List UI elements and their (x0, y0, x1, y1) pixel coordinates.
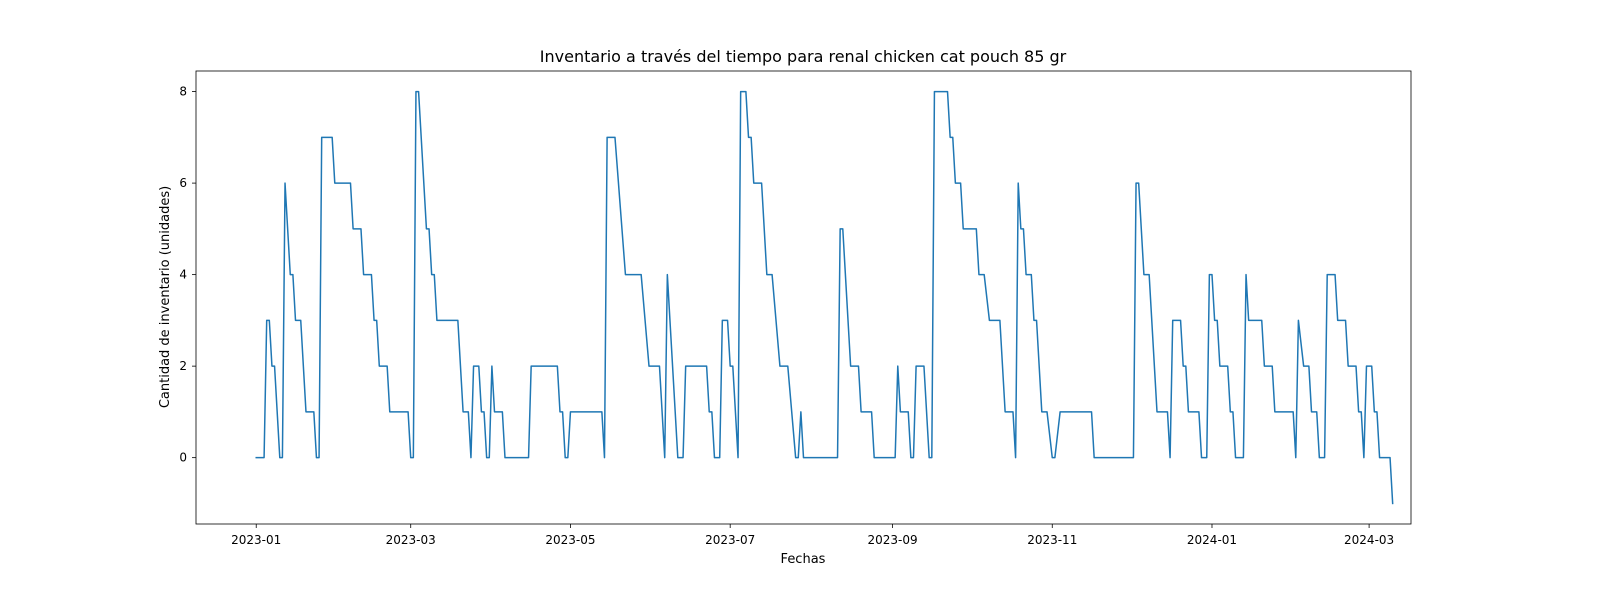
x-tick-label: 2023-07 (705, 533, 755, 547)
axes-frame (195, 70, 1412, 525)
x-tick-label: 2023-03 (386, 533, 436, 547)
x-tick-label: 2023-01 (231, 533, 281, 547)
y-axis-label: Cantidad de inventario (unidades) (158, 186, 173, 408)
x-tick-label: 2023-09 (867, 533, 917, 547)
plot-area: 2023-01 2023-03 2023-05 2023-07 2023-09 2023-… (179, 70, 1412, 547)
y-tick-label: 6 (179, 176, 187, 190)
x-tick-label: 2024-03 (1344, 533, 1394, 547)
x-axis-label: Fechas (781, 552, 826, 567)
y-tick-label: 4 (179, 268, 187, 282)
y-tick-label: 0 (179, 451, 187, 465)
y-tick-label: 2 (179, 359, 187, 373)
x-tick-label: 2024-01 (1187, 533, 1237, 547)
series-line-0 (255, 90, 1394, 505)
y-tick-label: 8 (179, 85, 187, 99)
x-tick-label: 2023-05 (545, 533, 595, 547)
x-tick-label: 2023-11 (1027, 533, 1077, 547)
chart-title: Inventario a través del tiempo para rena… (540, 47, 1067, 66)
